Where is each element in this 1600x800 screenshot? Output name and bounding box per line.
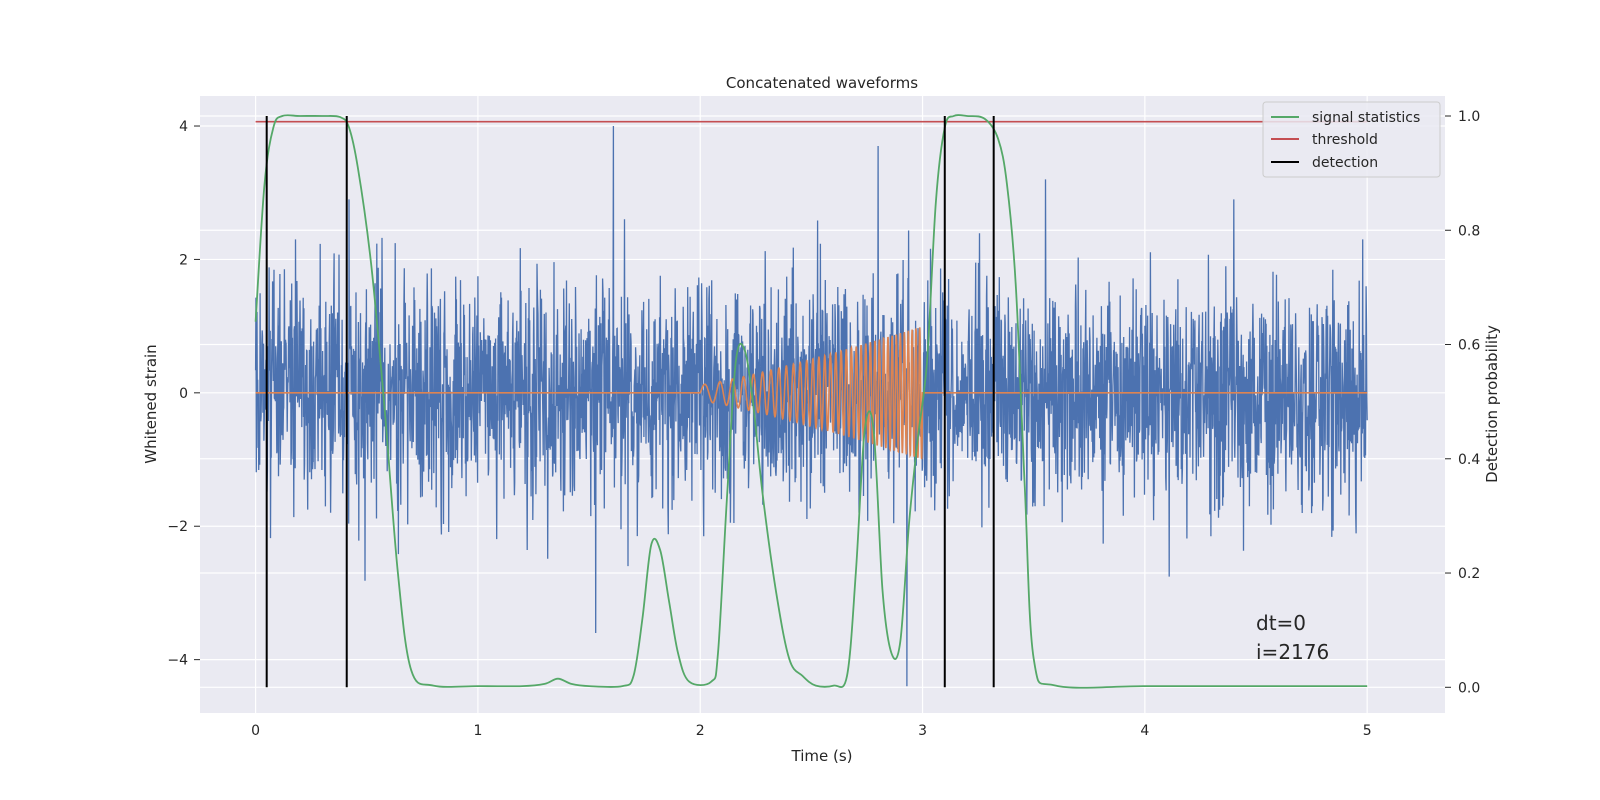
y2-tick-label: 0.2	[1458, 566, 1480, 582]
x-tick-label: 2	[696, 723, 705, 739]
annotation-index: i=2176	[1256, 640, 1329, 664]
y2-tick-label: 0.8	[1458, 223, 1480, 239]
series-whitened-strain	[254, 125, 1368, 687]
y2-tick-label: 0.4	[1458, 452, 1480, 468]
y2-axis-label: Detection probability	[1483, 325, 1501, 483]
x-tick-label: 5	[1363, 723, 1372, 739]
legend: signal statistics threshold detection	[1262, 101, 1441, 178]
y-tick-label: 0	[179, 386, 188, 402]
x-tick-labels: 0 1 2 3 4 5	[251, 723, 1372, 739]
x-tick-label: 1	[473, 723, 482, 739]
y-tick-label: −2	[167, 519, 188, 535]
y2-tick-label: 0.6	[1458, 338, 1480, 354]
y2-tick-label: 0.0	[1458, 680, 1480, 696]
y-tick-labels: −4 −2 0 2 4	[167, 119, 200, 669]
y2-tick-labels: 0.0 0.2 0.4 0.6 0.8 1.0	[1445, 109, 1480, 696]
y-tick-label: 2	[179, 252, 188, 268]
legend-entry-signal-statistics: signal statistics	[1312, 110, 1420, 126]
chart-title: Concatenated waveforms	[726, 74, 918, 92]
y2-tick-label: 1.0	[1458, 109, 1480, 125]
legend-entry-threshold: threshold	[1312, 132, 1378, 148]
series-injected-chirp	[255, 327, 1368, 460]
y-tick-label: 4	[179, 119, 188, 135]
x-tick-label: 0	[251, 723, 260, 739]
legend-entry-detection: detection	[1312, 155, 1378, 171]
x-axis-label: Time (s)	[791, 747, 853, 765]
annotation-dt: dt=0	[1256, 611, 1306, 635]
y-tick-label: −4	[167, 653, 188, 669]
y-axis-label: Whitened strain	[142, 344, 160, 463]
x-tick-label: 4	[1140, 723, 1149, 739]
x-tick-label: 3	[918, 723, 927, 739]
series-signal-statistics	[254, 114, 1368, 689]
legend-frame	[1262, 101, 1441, 178]
series-layer	[254, 114, 1368, 689]
